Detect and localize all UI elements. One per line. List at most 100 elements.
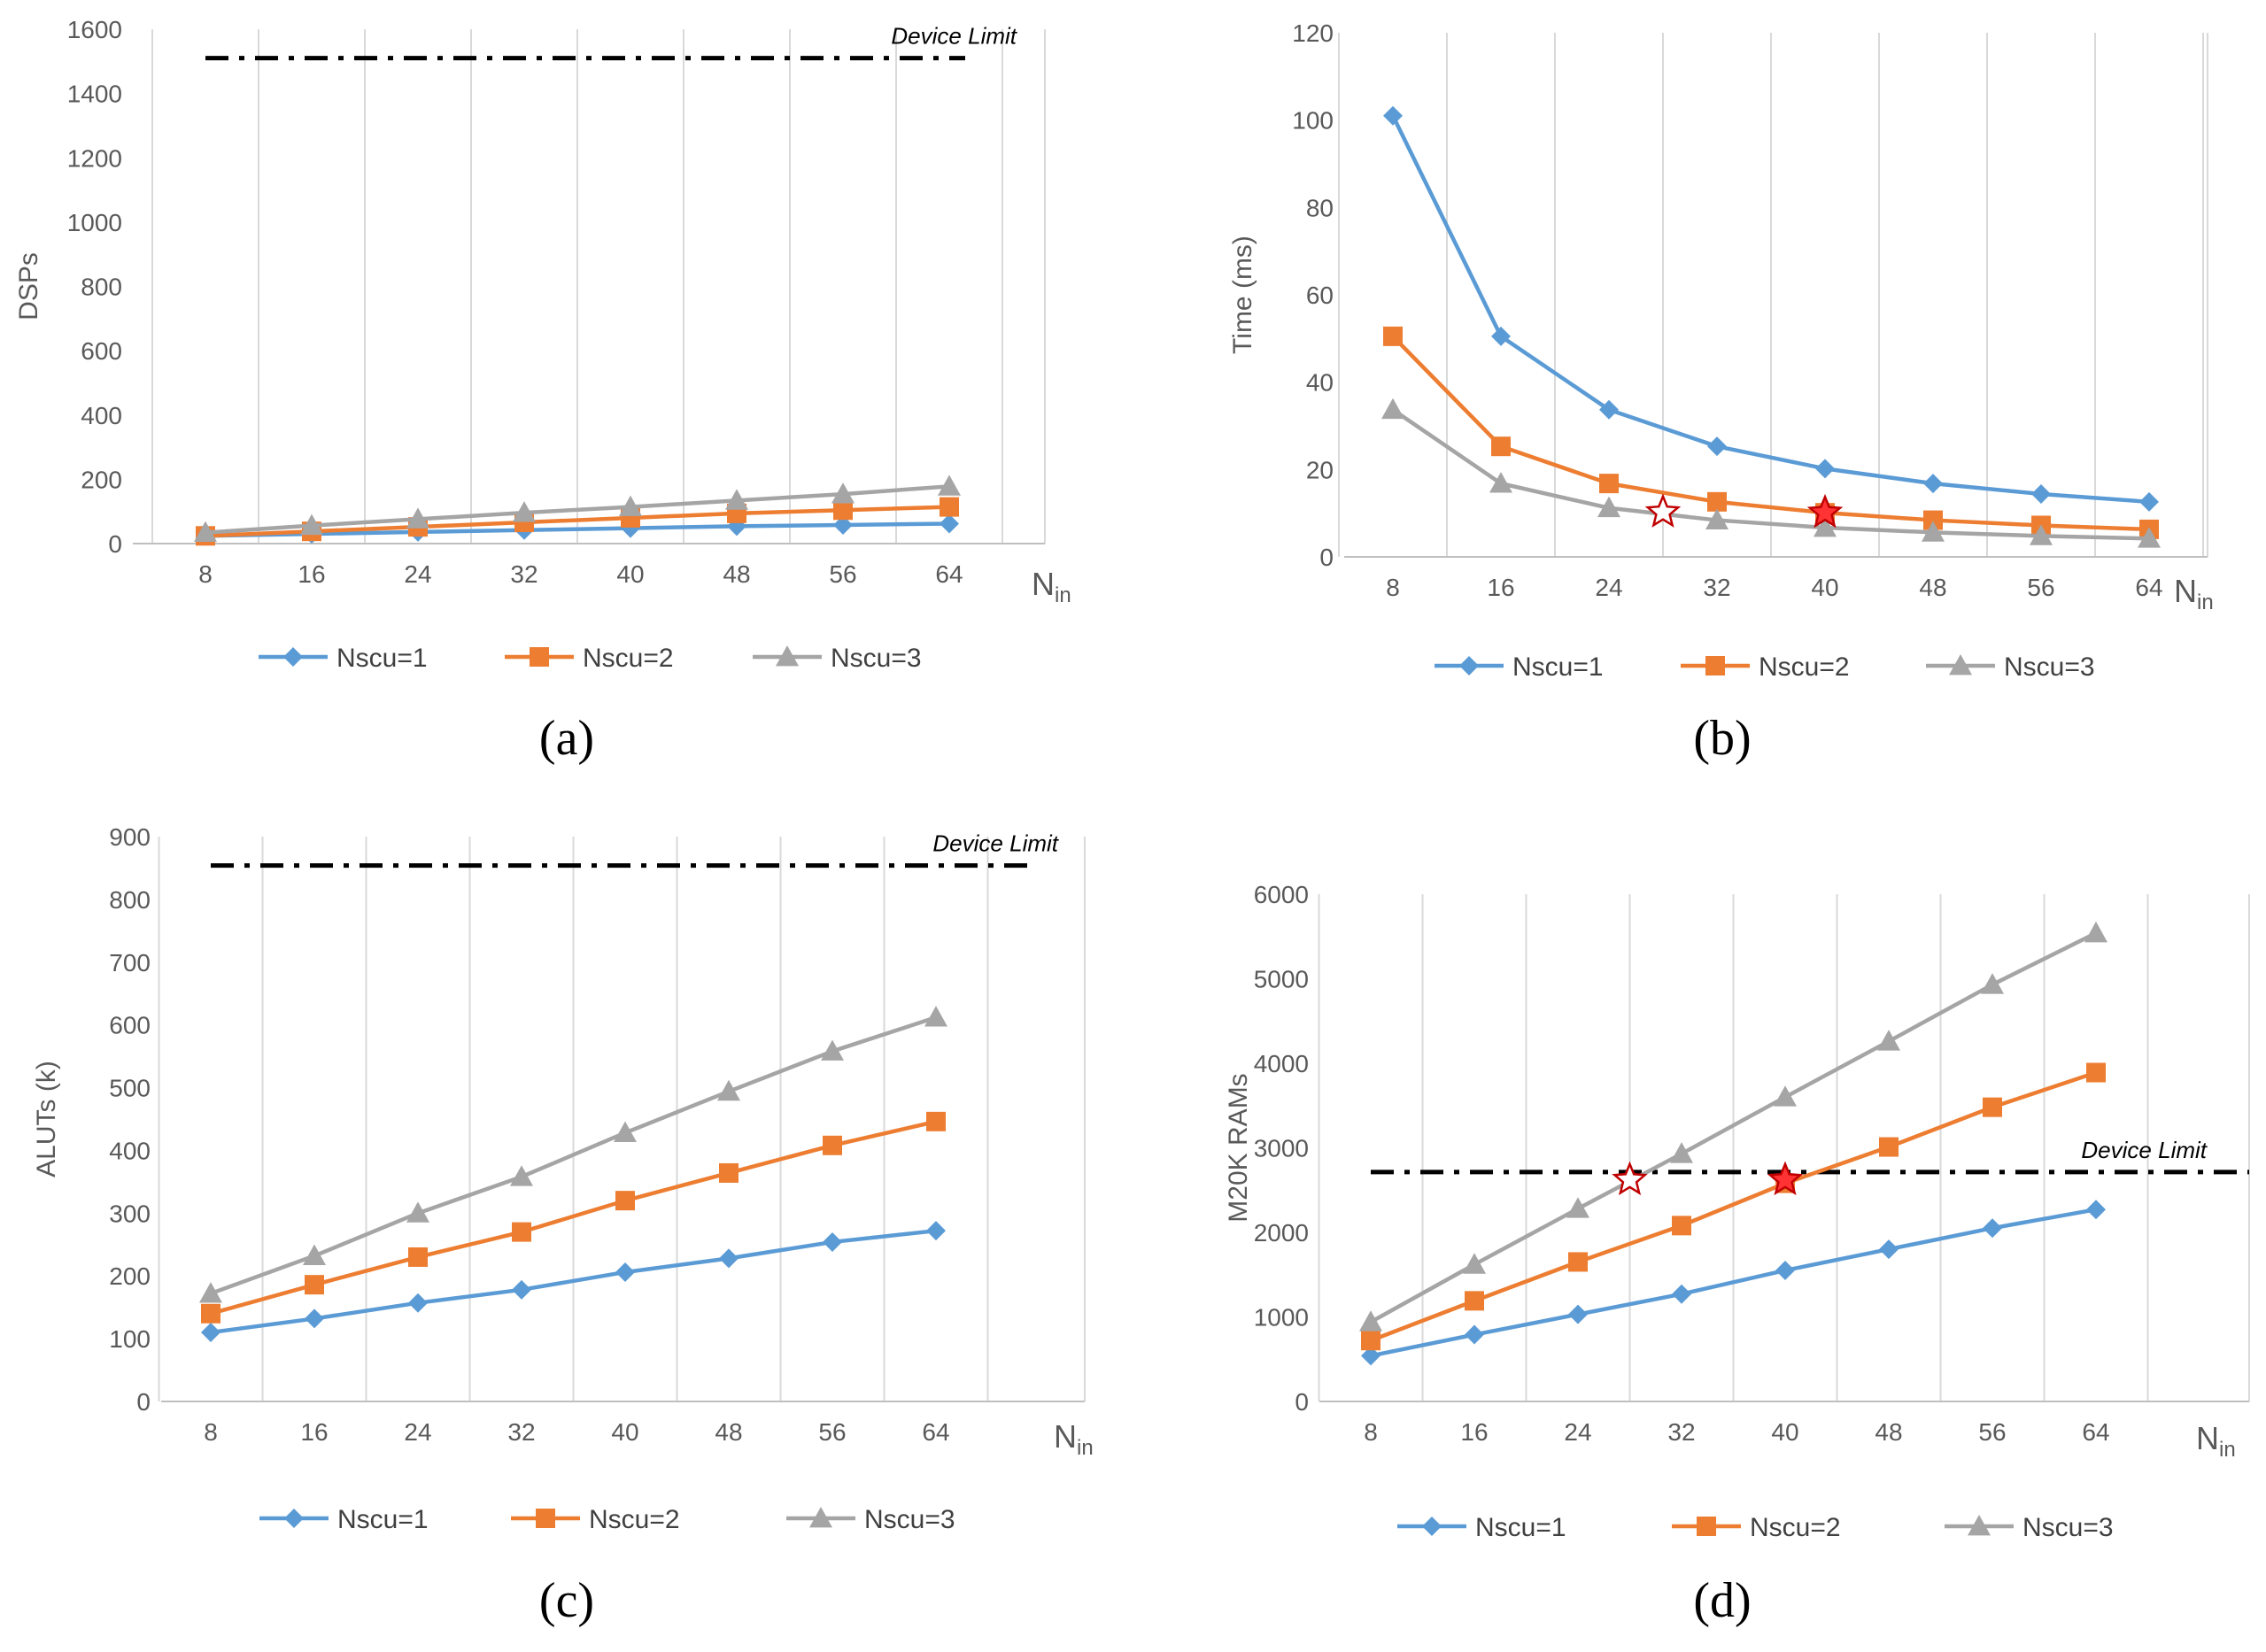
data-point-nscu3: [300, 513, 323, 536]
data-point-nscu1: [1599, 399, 1619, 420]
data-point-nscu3: [1774, 1085, 1797, 1107]
legend-label-nscu3: Nscu=3: [2004, 652, 2095, 682]
series-line-nscu2: [1391, 335, 2150, 532]
y-tick-label: 1600: [67, 16, 122, 43]
data-point-nscu2: [1465, 1291, 1484, 1311]
series-line-nscu2: [210, 1119, 937, 1316]
series-line-nscu1: [205, 521, 950, 538]
y-tick-label: 300: [109, 1200, 151, 1227]
data-point-nscu2: [1923, 510, 1943, 530]
data-point-nscu3: [614, 1121, 637, 1142]
x-tick-label: 40: [611, 1418, 638, 1446]
x-axis-label-sub: in: [2197, 591, 2214, 614]
data-point-nscu2: [1383, 326, 1403, 346]
x-tick-label: 64: [2135, 574, 2162, 601]
data-point-nscu2: [1491, 436, 1511, 457]
y-tick-label: 1000: [1254, 1304, 1309, 1332]
x-tick-label: 16: [1460, 1418, 1488, 1446]
x-tick-label: 8: [198, 560, 213, 588]
data-point-nscu3: [513, 501, 536, 522]
data-point-nscu3: [194, 521, 217, 543]
x-tick-label: 32: [1703, 574, 1730, 601]
x-tick-label: 48: [723, 560, 750, 588]
x-tick-label: 56: [1978, 1418, 2006, 1446]
x-tick-label: 8: [1364, 1418, 1378, 1446]
x-tick-label: 56: [2027, 574, 2054, 601]
star-marker: [1806, 493, 1844, 529]
legend-marker-nscu2: [1705, 656, 1725, 675]
data-point-nscu2: [1879, 1137, 1899, 1157]
legend-label-nscu1: Nscu=1: [1512, 652, 1604, 682]
data-point-nscu3: [924, 1006, 947, 1027]
data-point-nscu1: [305, 1308, 324, 1329]
data-point-nscu3: [1877, 1030, 1900, 1051]
data-point-nscu2: [940, 497, 959, 517]
legend-label-nscu3: Nscu=3: [2022, 1513, 2114, 1542]
y-tick-label: 700: [109, 949, 151, 977]
y-tick-label: 60: [1306, 282, 1334, 309]
x-tick-label: 32: [507, 1418, 535, 1446]
y-tick-label: 4000: [1254, 1050, 1309, 1077]
legend-label-nscu2: Nscu=2: [1750, 1513, 1841, 1542]
data-point-nscu2: [2086, 1062, 2106, 1083]
data-point-nscu2: [1568, 1252, 1588, 1272]
panel-caption: (b): [1693, 711, 1751, 766]
data-point-nscu2: [1707, 491, 1727, 512]
data-point-nscu3: [1597, 496, 1620, 518]
data-point-nscu3: [2138, 527, 2161, 548]
panel-caption: (c): [539, 1573, 594, 1628]
y-tick-label: 0: [1319, 544, 1334, 571]
x-axis-label: Nin: [1032, 566, 1071, 607]
data-point-nscu1: [2031, 483, 2051, 504]
data-point-nscu2: [1983, 1097, 2002, 1117]
data-point-nscu2: [615, 1191, 635, 1211]
legend-label-nscu2: Nscu=2: [1759, 652, 1850, 682]
y-axis-label: Time (ms): [1228, 235, 1257, 354]
data-point-nscu3: [1922, 521, 1945, 542]
x-tick-label: 32: [510, 560, 537, 588]
y-tick-label: 200: [81, 466, 122, 493]
data-point-nscu1: [1775, 1260, 1795, 1280]
legend-label-nscu3: Nscu=3: [864, 1505, 955, 1534]
y-tick-label: 20: [1306, 456, 1334, 483]
data-point-nscu3: [831, 482, 855, 504]
data-point-nscu2: [1599, 474, 1619, 494]
data-point-nscu2: [512, 1222, 531, 1242]
device-limit-label: Device Limit: [2081, 1137, 2208, 1163]
x-axis-label-main: N: [2196, 1420, 2219, 1456]
x-tick-label: 56: [818, 1418, 846, 1446]
data-point-nscu1: [1491, 326, 1511, 346]
data-point-nscu2: [719, 1162, 739, 1183]
data-point-nscu3: [1670, 1142, 1693, 1163]
legend-label-nscu1: Nscu=1: [1475, 1513, 1566, 1542]
x-tick-label: 40: [1811, 574, 1838, 601]
legend-marker-nscu2: [536, 1509, 555, 1528]
x-tick-label: 24: [1595, 574, 1622, 601]
data-point-nscu1: [615, 1262, 635, 1282]
data-point-nscu1: [2139, 491, 2159, 512]
x-tick-label: 40: [1771, 1418, 1798, 1446]
x-tick-label: 64: [922, 1418, 949, 1446]
x-tick-label: 32: [1667, 1418, 1695, 1446]
y-tick-label: 400: [109, 1137, 151, 1164]
data-point-nscu3: [1359, 1310, 1382, 1332]
series-line-nscu3: [210, 1015, 937, 1296]
data-point-nscu1: [1568, 1304, 1588, 1324]
y-tick-label: 0: [1295, 1388, 1309, 1416]
panel-d: 0 1000 2000 3000 4000 5000 6000 8 16 24 32 40 48 56 64…: [1224, 881, 2250, 1628]
data-point-nscu1: [1361, 1346, 1380, 1366]
data-point-nscu2: [926, 1111, 946, 1131]
data-point-nscu3: [1705, 508, 1729, 529]
x-tick-label: 16: [298, 560, 325, 588]
data-point-nscu1: [1815, 459, 1835, 479]
data-point-nscu1: [823, 1231, 842, 1252]
star-marker: [1644, 493, 1682, 528]
data-point-nscu3: [2030, 524, 2053, 545]
data-point-nscu3: [510, 1165, 533, 1186]
x-tick-label: 24: [404, 1418, 431, 1446]
star-marker: [1612, 1161, 1648, 1196]
data-point-nscu3: [1566, 1197, 1589, 1218]
x-tick-label: 48: [1919, 574, 1946, 601]
y-tick-label: 0: [136, 1388, 151, 1416]
